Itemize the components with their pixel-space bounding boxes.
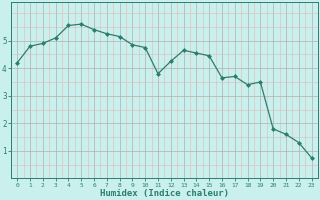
X-axis label: Humidex (Indice chaleur): Humidex (Indice chaleur) [100,189,229,198]
